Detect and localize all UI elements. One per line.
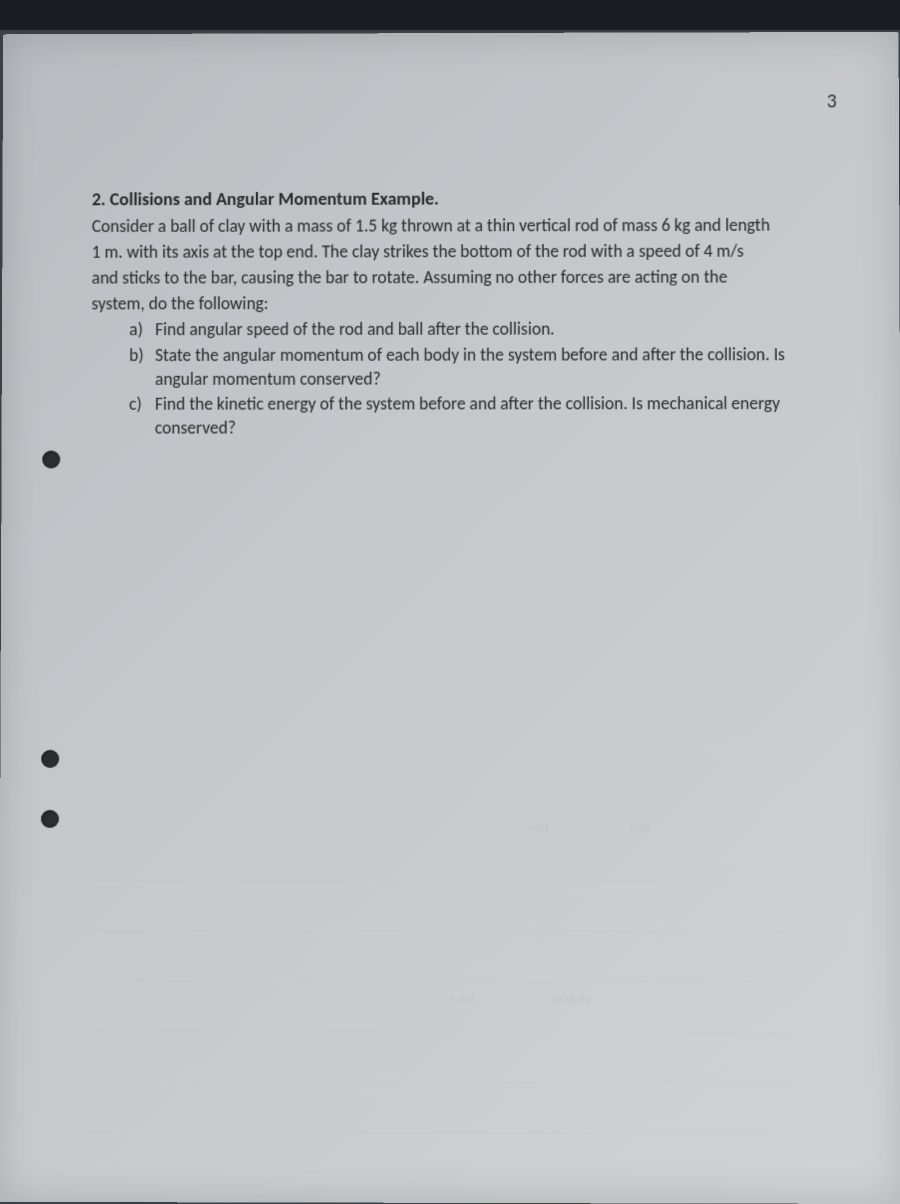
- subpart-c: c) Find the kinetic energy of the system…: [129, 391, 830, 440]
- subpart-a: a) Find angular speed of the rod and bal…: [129, 317, 829, 342]
- subparts: a) Find angular speed of the rod and bal…: [129, 317, 830, 440]
- page: 3 2. Collisions and Angular Momentum Exa…: [0, 32, 900, 1204]
- binder-holes: [34, 34, 68, 1202]
- subpart-label: a): [129, 318, 155, 342]
- subpart-text: Find the kinetic energy of the system be…: [155, 391, 830, 440]
- subpart-label: b): [129, 343, 155, 391]
- subpart-text: State the angular momentum of each body …: [155, 342, 830, 391]
- punch-hole: [42, 451, 60, 469]
- intro-line: Consider a ball of clay with a mass of 1…: [92, 213, 830, 238]
- punch-hole: [41, 750, 59, 768]
- subpart-text: Find angular speed of the rod and ball a…: [155, 317, 830, 342]
- intro-line: and sticks to the bar, causing the bar t…: [92, 265, 830, 290]
- problem-content: 2. Collisions and Angular Momentum Examp…: [91, 186, 830, 440]
- ghost-text: velocity: [550, 991, 591, 1006]
- ghost-text: total: [450, 991, 475, 1006]
- page-number: 3: [827, 90, 837, 114]
- ghost-text: ball: [630, 820, 649, 835]
- ghost-bleedthrough: ball rod total velocity: [89, 500, 853, 1164]
- subpart-b: b) State the angular momentum of each bo…: [129, 342, 830, 391]
- ghost-text: rod: [530, 820, 548, 835]
- punch-hole: [41, 810, 59, 828]
- intro-line: 1 m. with its axis at the top end. The c…: [92, 239, 830, 264]
- intro-line: system, do the following:: [92, 291, 830, 316]
- subpart-label: c): [129, 392, 155, 440]
- problem-title: 2. Collisions and Angular Momentum Examp…: [92, 186, 829, 212]
